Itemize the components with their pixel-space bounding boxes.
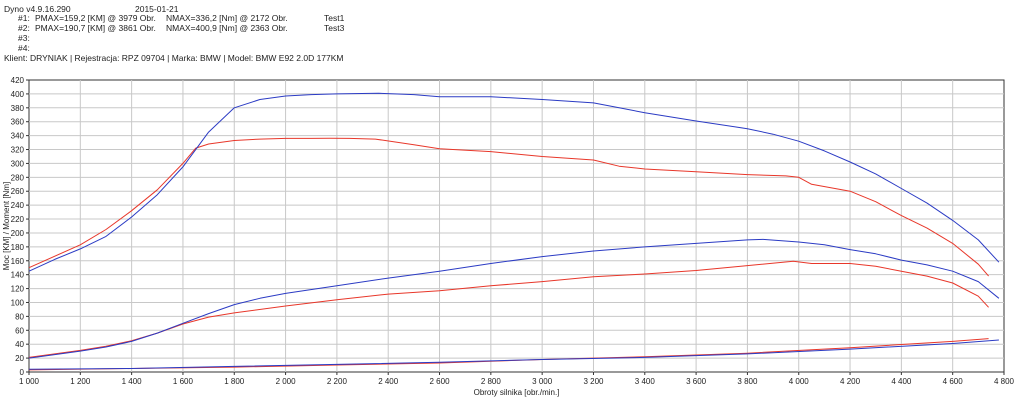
y-tick-label: 80	[15, 312, 24, 321]
x-tick-label: 3 600	[686, 377, 707, 386]
x-tick-label: 3 800	[737, 377, 758, 386]
x-tick-label: 1 400	[122, 377, 143, 386]
run-1-name: Test1	[324, 13, 345, 23]
run-1-id: #1:	[18, 13, 30, 23]
x-tick-label: 1 000	[19, 377, 40, 386]
x-tick-label: 3 000	[532, 377, 553, 386]
x-tick-label: 1 800	[224, 377, 245, 386]
y-tick-label: 240	[11, 201, 25, 210]
series-test3-losses-line	[28, 339, 999, 370]
y-tick-label: 300	[11, 159, 25, 168]
x-tick-label: 4 800	[994, 377, 1015, 386]
run-3-id: #3:	[18, 33, 30, 43]
y-tick-label: 160	[11, 257, 25, 266]
run-2-nmax: NMAX=400,9 [Nm] @ 2363 Obr.	[166, 23, 288, 33]
date-label: 2015-01-21	[135, 4, 179, 14]
y-tick-label: 360	[11, 118, 25, 127]
series-test3-torque-line	[28, 92, 1000, 272]
y-tick-label: 380	[11, 104, 25, 113]
client-info: Klient: DRYNIAK | Rejestracja: RPZ 09704…	[4, 53, 344, 63]
y-tick-label: 40	[15, 340, 24, 349]
x-tick-label: 3 200	[583, 377, 604, 386]
plot-area	[28, 79, 1005, 373]
y-axis-label: Moc [KM] / Moment [Nm]	[2, 182, 11, 270]
y-tick-label: 280	[11, 173, 25, 182]
y-tick-label: 340	[11, 132, 25, 141]
y-tick-label: 220	[11, 215, 25, 224]
y-tick-label: 140	[11, 271, 25, 280]
x-tick-label: 4 600	[943, 377, 964, 386]
y-tick-label: 180	[11, 243, 25, 252]
x-tick-label: 1 600	[173, 377, 194, 386]
x-tick-label: 4 400	[891, 377, 912, 386]
y-tick-label: 400	[11, 90, 25, 99]
series-test3-power-line	[28, 238, 1000, 359]
x-tick-label: 2 200	[327, 377, 348, 386]
y-tick-label: 420	[11, 76, 25, 85]
run-4-id: #4:	[18, 43, 30, 53]
y-tick-label: 20	[15, 354, 24, 363]
y-tick-label: 100	[11, 298, 25, 307]
y-tick-label: 120	[11, 285, 25, 294]
series-test1-torque-line	[28, 137, 989, 277]
y-tick-label: 260	[11, 187, 25, 196]
run-2-name: Test3	[324, 23, 345, 33]
x-tick-label: 2 000	[276, 377, 297, 386]
app-version: Dyno v4.9.16.290	[4, 4, 71, 14]
y-tick-label: 200	[11, 229, 25, 238]
run-1-pmax: PMAX=159,2 [KM] @ 3979 Obr.	[35, 13, 156, 23]
y-tick-label: 0	[20, 368, 25, 377]
x-tick-label: 1 200	[70, 377, 91, 386]
x-axis-label: Obroty silnika [obr./min.]	[474, 388, 560, 397]
x-tick-label: 4 200	[840, 377, 861, 386]
x-tick-label: 2 400	[378, 377, 399, 386]
run-1-nmax: NMAX=336,2 [Nm] @ 2172 Obr.	[166, 13, 288, 23]
x-tick-label: 3 400	[635, 377, 656, 386]
y-tick-label: 60	[15, 326, 24, 335]
run-2-pmax: PMAX=190,7 [KM] @ 3861 Obr.	[35, 23, 156, 33]
run-2-id: #2:	[18, 23, 30, 33]
x-tick-label: 2 600	[430, 377, 451, 386]
x-tick-label: 2 800	[481, 377, 502, 386]
x-tick-label: 4 000	[789, 377, 810, 386]
y-tick-label: 320	[11, 146, 25, 155]
